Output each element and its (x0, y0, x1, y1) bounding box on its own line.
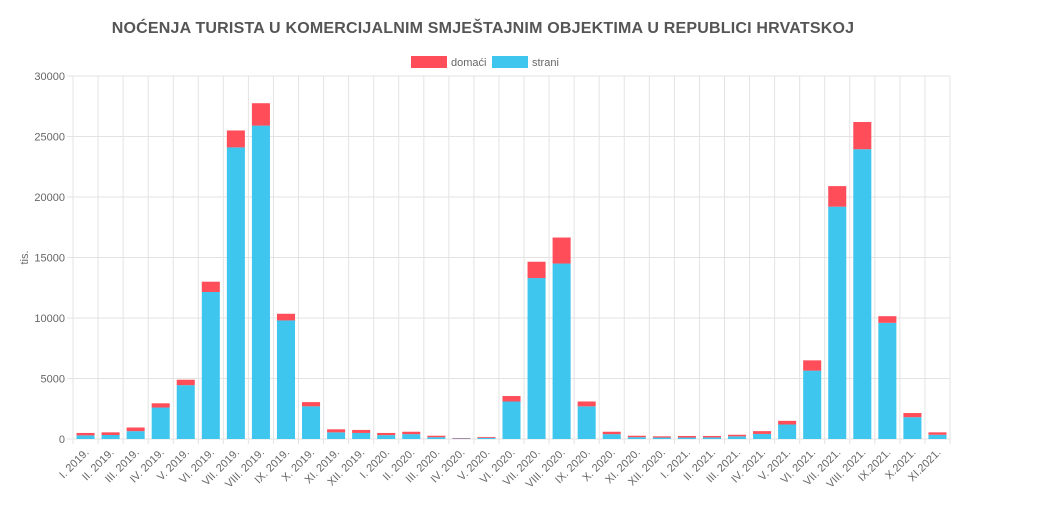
bar-domaći (302, 402, 321, 407)
bar-strani (226, 147, 245, 439)
y-tick-label: 30000 (34, 71, 65, 83)
chart-title: NOĆENJA TURISTA U KOMERCIJALNIM SMJEŠTAJ… (111, 20, 855, 37)
y-tick-label: 0 (59, 434, 65, 446)
bar-strani (201, 291, 220, 439)
bar-domaći (928, 432, 947, 435)
bar-strani (302, 406, 321, 439)
bar-strani (151, 407, 170, 439)
bar-strani (76, 435, 95, 439)
bar-domaći (502, 396, 521, 402)
bar-domaći (276, 313, 296, 321)
legend: domaći strani (411, 56, 559, 69)
bar-domaći (702, 435, 721, 438)
y-tick-label: 10000 (34, 313, 65, 325)
bar-domaći (828, 186, 847, 207)
bar-strani (527, 278, 546, 439)
bar-domaći (126, 427, 145, 432)
bar-domaći (427, 435, 446, 438)
bar-strani (727, 436, 747, 439)
bar-strani (327, 432, 346, 439)
bar-domaći (201, 281, 220, 292)
bar-strani (778, 424, 797, 439)
bar-domaći (778, 420, 797, 425)
bar-domaći (377, 432, 396, 436)
bar-domaći (352, 429, 371, 433)
y-tick-label: 5000 (41, 374, 65, 386)
y-tick-label: 15000 (34, 253, 65, 265)
bar-domaći (652, 436, 671, 438)
bar-strani (402, 434, 421, 439)
bar-strani (903, 417, 922, 439)
legend-swatch-domaći (411, 56, 447, 68)
bar-domaći (552, 237, 571, 264)
bar-strani (477, 437, 496, 439)
bar-domaći (226, 130, 245, 148)
bar-strani (377, 435, 396, 439)
bar-strani (502, 401, 521, 439)
bar-domaći (677, 435, 696, 438)
bar-strani (652, 437, 671, 439)
bar-strani (427, 437, 446, 439)
bar-domaći (101, 432, 120, 436)
bar-domaći (903, 412, 922, 418)
legend-label-strani: strani (532, 57, 559, 69)
bar-strani (101, 435, 120, 439)
bar-domaći (477, 436, 496, 438)
bar-domaći (76, 432, 95, 436)
grid-lines (67, 75, 951, 444)
bar-strani (702, 437, 721, 439)
bar-domaći (151, 403, 170, 408)
legend-swatch-strani (492, 56, 528, 68)
bar-strani (126, 431, 145, 439)
bar-strani (251, 125, 270, 440)
y-axis-title: tis. (19, 250, 31, 264)
bar-domaći (251, 103, 270, 126)
bar-domaći (803, 360, 822, 371)
y-tick-label: 25000 (34, 132, 65, 144)
bar-domaći (577, 401, 596, 407)
bar-domaći (327, 429, 346, 433)
bar-strani (803, 370, 822, 439)
bar-domaći (878, 316, 897, 323)
bar-strani (627, 437, 646, 439)
bar-strani (176, 385, 195, 439)
bar-strani (276, 320, 296, 439)
bar-domaći (602, 431, 621, 435)
bar-strani (352, 432, 371, 439)
bar-strani (552, 263, 571, 439)
bar-strani (602, 434, 621, 439)
bar-strani (753, 433, 772, 439)
bar-strani (853, 149, 872, 439)
bar-strani (928, 434, 947, 439)
y-tick-label: 20000 (34, 192, 65, 204)
legend-label-domaći: domaći (451, 57, 486, 69)
bar-domaći (176, 379, 195, 386)
bars (76, 103, 947, 440)
bar-domaći (402, 431, 421, 435)
bar-strani (677, 437, 696, 439)
bar-strani (828, 206, 847, 439)
bar-domaći (853, 121, 872, 150)
bar-domaći (527, 261, 546, 279)
bar-domaći (753, 431, 772, 434)
bar-domaći (627, 435, 646, 438)
bar-strani (577, 406, 596, 439)
bar-strani (878, 322, 897, 439)
bar-domaći (727, 434, 747, 437)
